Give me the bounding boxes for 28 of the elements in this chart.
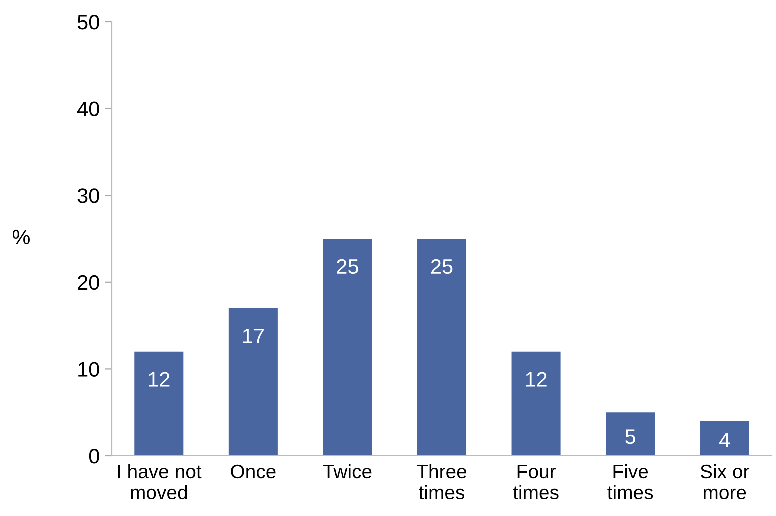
y-tick-label: 50 <box>78 15 100 30</box>
data-label: 12 <box>526 372 547 387</box>
bar <box>606 412 656 456</box>
y-tick-label: 40 <box>78 102 100 117</box>
y-tick-label: 30 <box>78 188 100 204</box>
bar <box>417 239 467 456</box>
x-tick-label: Four times <box>513 465 559 500</box>
x-tick-label: Three times <box>417 464 467 500</box>
bar <box>700 421 750 456</box>
data-label: 4 <box>720 433 730 448</box>
x-tick-label: Five times <box>608 464 654 500</box>
data-label: 25 <box>431 259 453 274</box>
data-label: 25 <box>337 259 358 274</box>
bar <box>323 239 372 456</box>
x-tick-label: Once <box>231 464 276 479</box>
bar <box>512 352 561 456</box>
x-tick-label: Twice <box>323 464 372 479</box>
data-label: 12 <box>149 372 170 387</box>
bar <box>134 352 184 456</box>
data-label: 5 <box>626 430 636 444</box>
bar <box>228 308 278 456</box>
y-tick-label: 20 <box>78 275 100 290</box>
data-label: 17 <box>243 329 264 344</box>
x-tick-label: I have not moved <box>118 464 202 500</box>
y-tick-label: 10 <box>78 362 100 377</box>
y-tick-label: 0 <box>89 449 100 464</box>
x-tick-label: Six or more <box>700 464 750 500</box>
y-axis-title: % <box>12 230 30 245</box>
